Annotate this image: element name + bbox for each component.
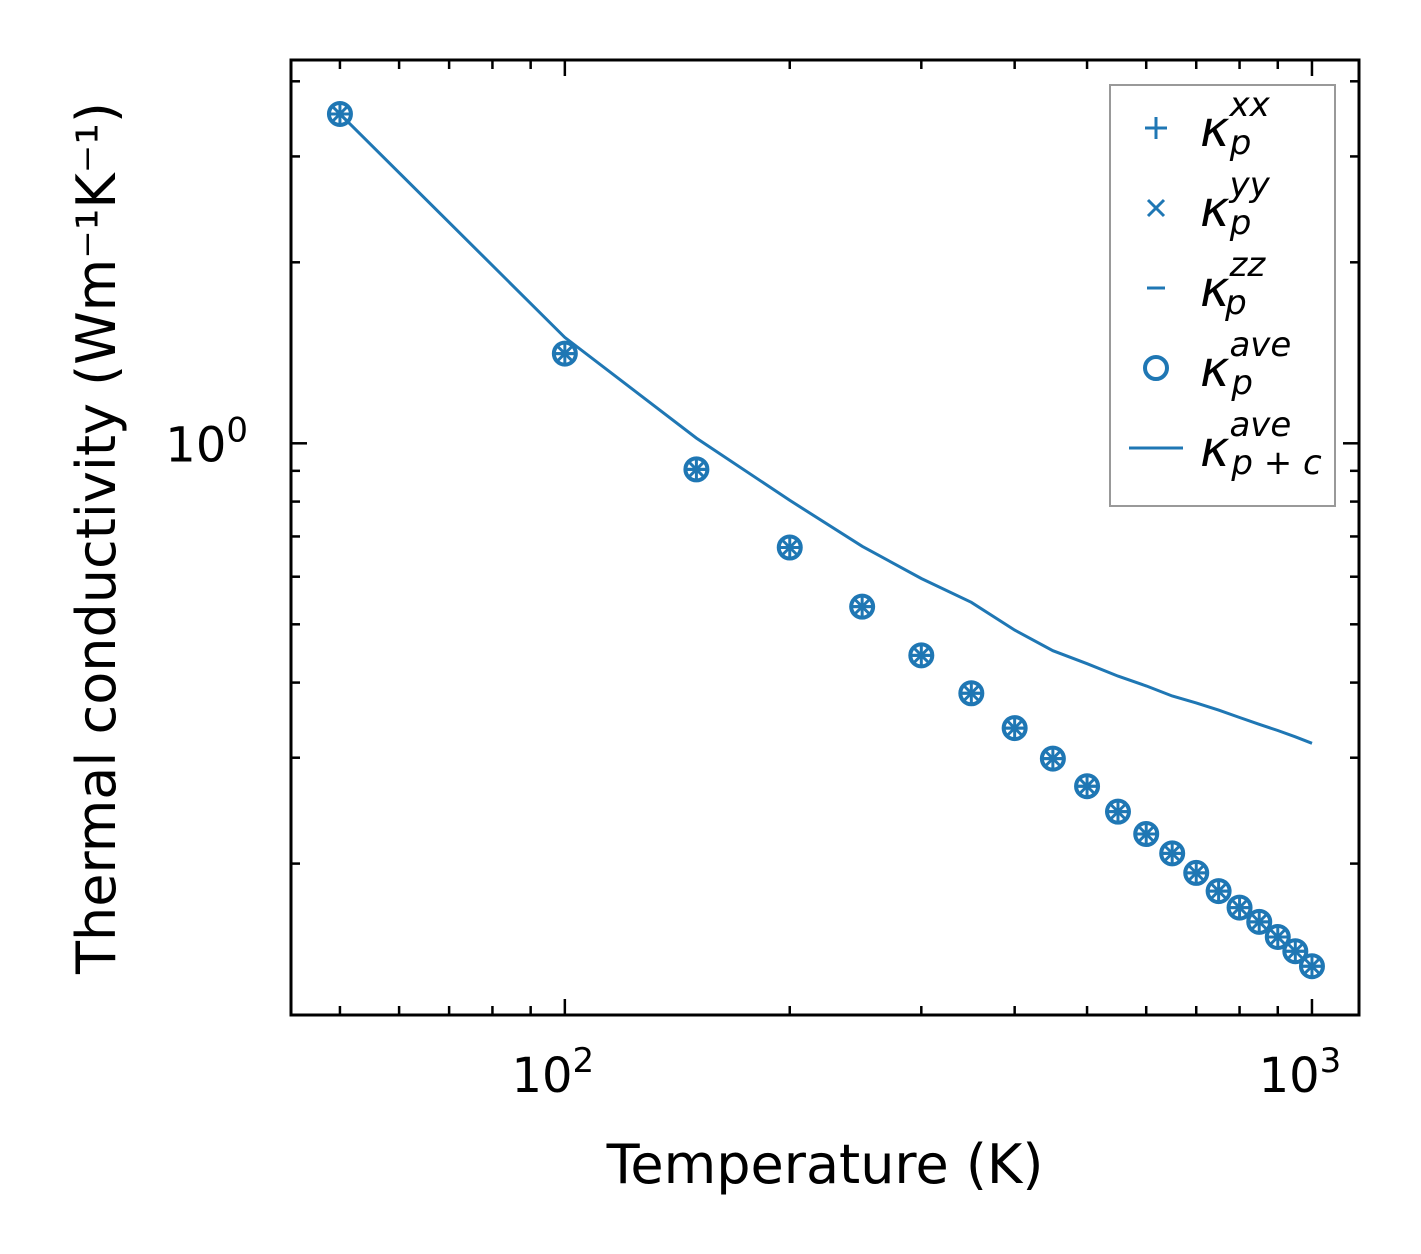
legend-subscript: p [1229,203,1252,243]
y-tick-exponent: 0 [226,410,248,450]
data-point-ave [1159,840,1186,867]
legend-label-zz: κzz p [1200,245,1266,323]
data-point-ave [1298,953,1325,980]
data-point-ave [1183,859,1210,886]
data-point-ave [1246,908,1273,935]
data-point-ave [1074,773,1101,800]
legend-label-xx: κxx p [1200,85,1271,163]
legend-superscript: ave [1229,405,1291,445]
data-point-ave [958,680,985,707]
legend-frame [1109,84,1336,507]
legend-subscript: p + c [1230,443,1322,483]
legend-symbol: κ [1200,180,1230,238]
legend-superscript: ave [1229,325,1291,365]
data-point-ave [1226,894,1253,921]
legend-symbol: κ [1200,260,1230,318]
data-point-ave [1282,938,1309,965]
x-tick-label: 102 [511,1041,594,1104]
data-point-ave [1264,923,1291,950]
data-point-ave [776,534,803,561]
data-point-ave [1104,798,1131,825]
legend-symbol: κ [1200,340,1230,398]
data-point-ave [683,456,710,483]
x-tick-label: 103 [1259,1041,1342,1104]
legend-label-yy: κyy p [1200,165,1271,243]
data-point-ave [1133,820,1160,847]
legend-subscript: p [1229,123,1252,163]
legend-marker-xx [1145,117,1167,139]
legend-marker-ave [1143,355,1169,381]
legend-subscript: p [1230,363,1253,403]
legend-subscript: p [1224,283,1247,323]
data-point-ave [1205,878,1232,905]
data-point-ave [551,340,578,367]
legend-superscript: yy [1228,165,1270,205]
legend-label-ave_pc: κave p + c [1200,405,1322,483]
data-point-ave [908,642,935,669]
plot-frame [289,58,1361,1017]
y-axis-label: Thermal conductivity (Wm⁻¹K⁻¹) [65,102,128,975]
legend-superscript: xx [1228,85,1270,125]
data-point-ave [326,100,353,127]
y-tick-label: 100 [165,410,248,473]
legend-marker-yy [1146,198,1166,218]
series-line-ave_pc [338,112,1313,745]
data-point-ave [1001,715,1028,742]
data-point-ave [849,593,876,620]
x-tick-exponent: 3 [1320,1041,1342,1081]
x-tick-exponent: 2 [573,1041,595,1081]
legend-label-ave: κave p [1200,325,1291,403]
legend-superscript: zz [1228,245,1266,285]
x-axis-label: Temperature (K) [606,1133,1044,1196]
legend-symbol: κ [1200,420,1230,478]
legend-symbol: κ [1200,100,1230,158]
data-point-ave [1039,745,1066,772]
